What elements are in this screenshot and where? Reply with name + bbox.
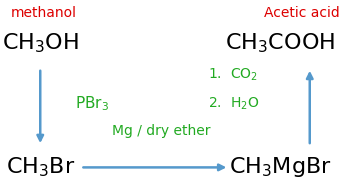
Text: Acetic acid: Acetic acid xyxy=(264,6,340,20)
Text: 1.  CO$_2$: 1. CO$_2$ xyxy=(208,66,258,83)
Text: CH$_3$MgBr: CH$_3$MgBr xyxy=(229,155,331,179)
Text: 2.  H$_2$O: 2. H$_2$O xyxy=(208,96,260,112)
Text: CH$_3$COOH: CH$_3$COOH xyxy=(225,31,335,54)
Text: CH$_3$Br: CH$_3$Br xyxy=(6,156,75,179)
Text: PBr$_3$: PBr$_3$ xyxy=(75,94,109,113)
Text: methanol: methanol xyxy=(10,6,77,20)
Text: CH$_3$OH: CH$_3$OH xyxy=(2,31,79,54)
Text: Mg / dry ether: Mg / dry ether xyxy=(112,124,210,138)
